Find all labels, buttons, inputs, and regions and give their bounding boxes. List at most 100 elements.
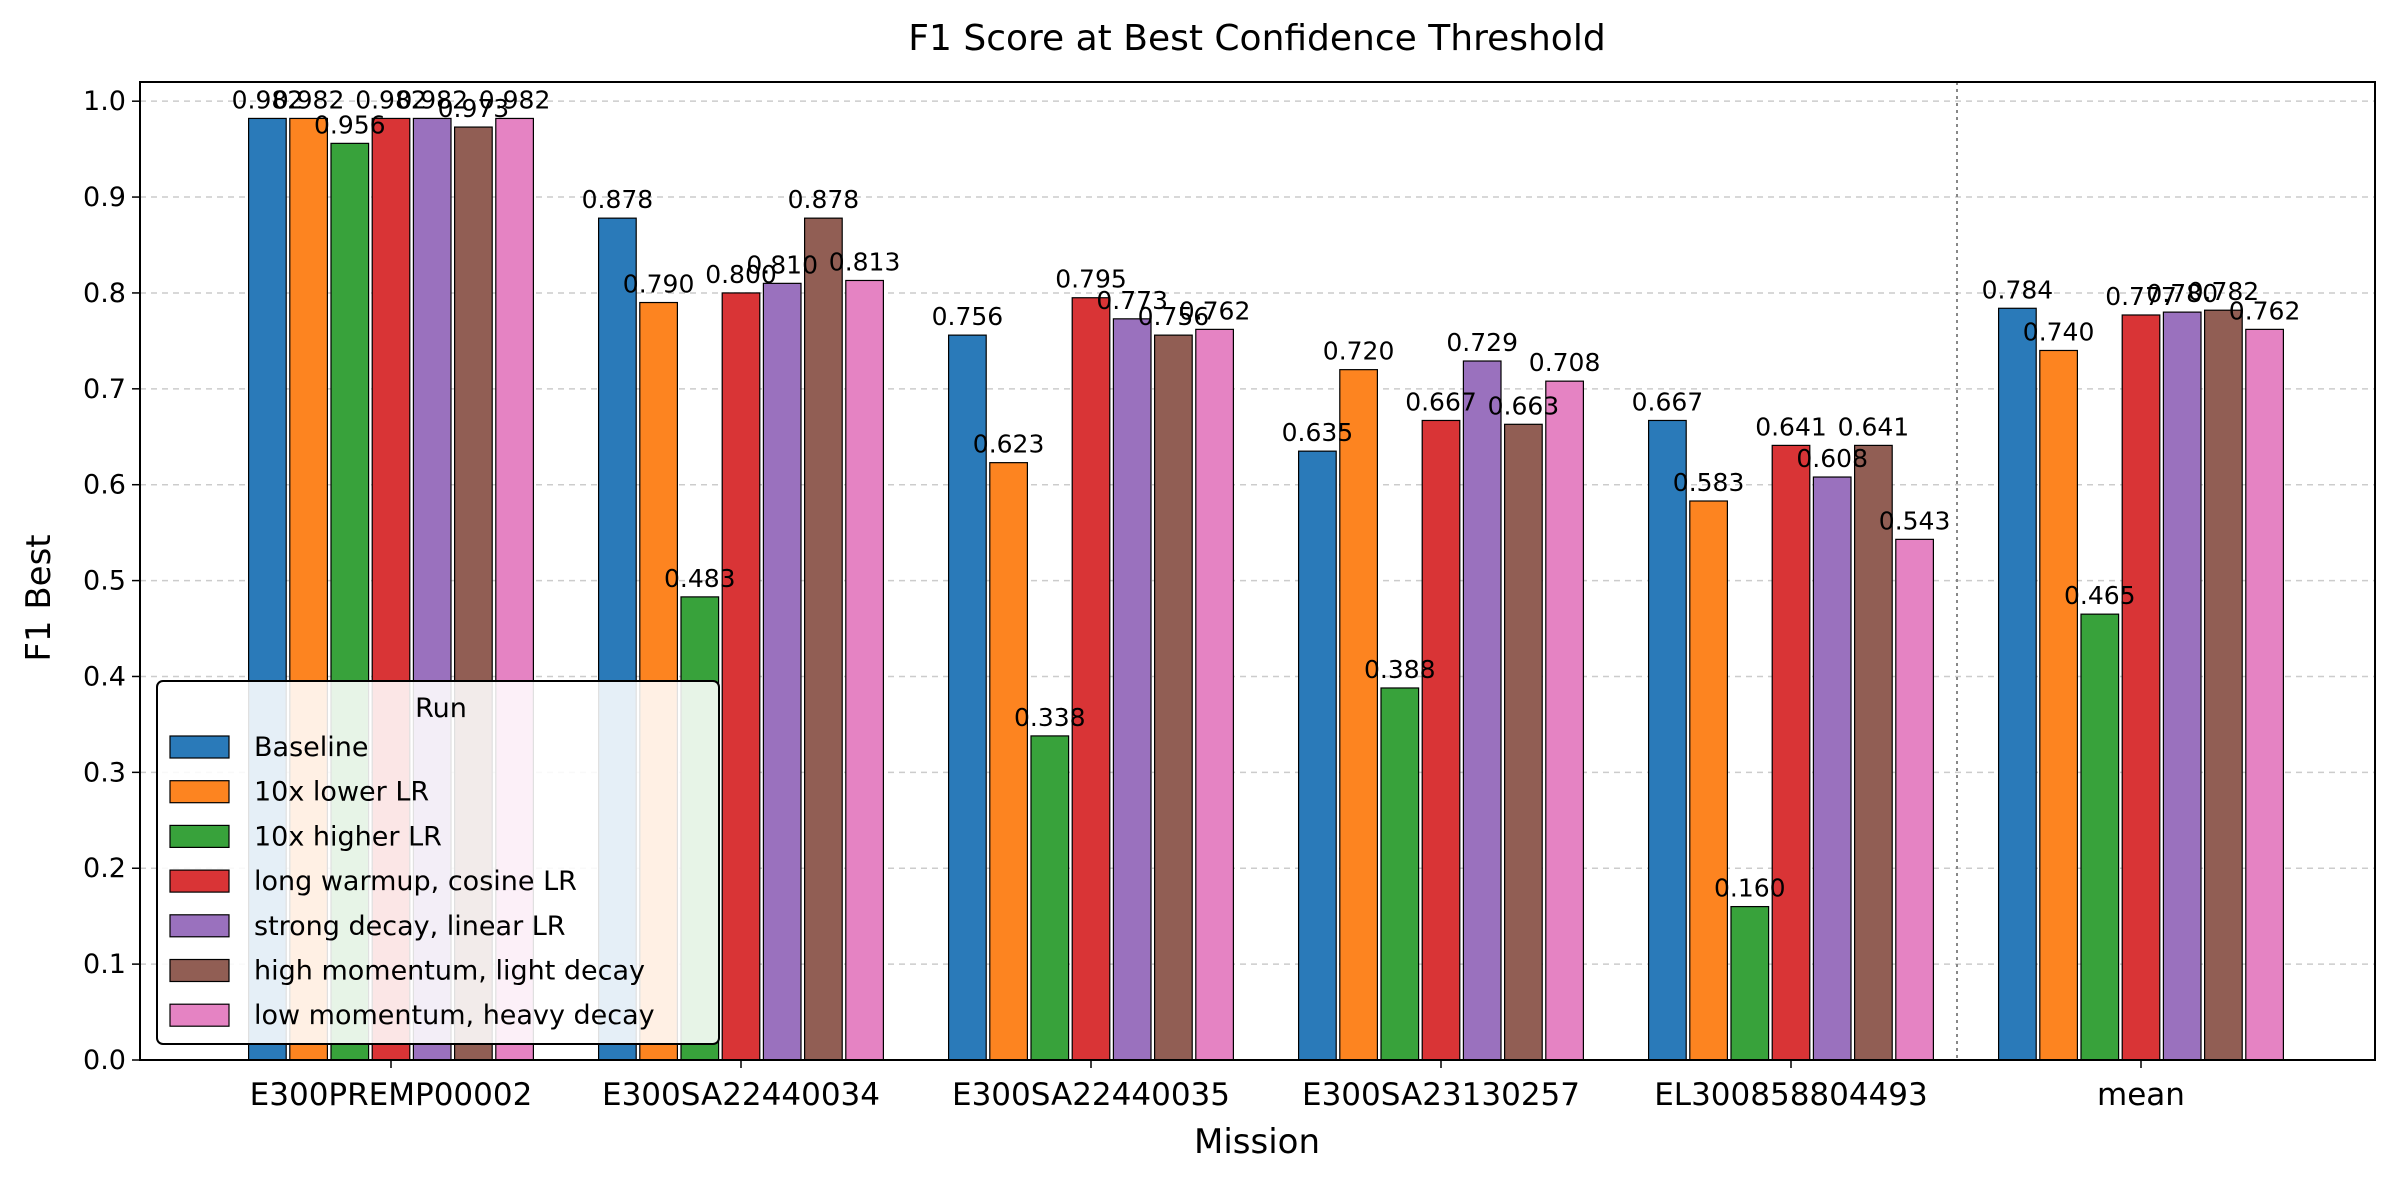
legend-swatch-10x-lower-lr	[169, 780, 230, 804]
data-label-strong-decay-linear-lr-e300premp00002: 0.982	[396, 85, 468, 114]
y-axis-label: F1 Best	[19, 534, 59, 661]
y-tick-label: 0.6	[83, 470, 126, 501]
bar-low-momentum-heavy-decay-e300sa23130257	[1545, 380, 1585, 1061]
legend-swatch-10x-higher-lr	[169, 824, 230, 849]
legend-label-low-momentum-heavy-decay: low momentum, heavy decay	[254, 1000, 655, 1031]
data-label-long-warmup-cosine-lr-e300sa23130257: 0.667	[1405, 387, 1477, 416]
bar-high-momentum-light-decay-e300sa22440034	[803, 217, 843, 1061]
plot-frame	[139, 81, 2376, 1061]
legend-box	[156, 680, 720, 1045]
y-tick-label: 0.2	[83, 853, 126, 884]
data-label-baseline-e300sa23130257: 0.635	[1282, 418, 1354, 447]
bar-low-momentum-heavy-decay-e300sa22440034	[845, 279, 884, 1061]
data-label-strong-decay-linear-lr-e300sa23130257: 0.729	[1446, 328, 1518, 357]
data-label-10x-higher-lr-mean: 0.465	[2064, 581, 2136, 610]
chart-title: F1 Score at Best Confidence Threshold	[908, 18, 1605, 59]
bar-low-momentum-heavy-decay-mean	[2245, 328, 2285, 1061]
bar-long-warmup-cosine-lr-el300858804493	[1771, 444, 1811, 1061]
bar-strong-decay-linear-lr-e300sa22440035	[1112, 318, 1152, 1061]
bar-low-momentum-heavy-decay-e300sa22440035	[1195, 328, 1235, 1061]
x-axis-label: Mission	[1194, 1122, 1320, 1162]
x-tick-label: E300SA22440034	[602, 1077, 880, 1113]
bar-high-momentum-light-decay-el300858804493	[1853, 444, 1893, 1061]
bar-strong-decay-linear-lr-el300858804493	[1812, 476, 1852, 1061]
data-label-long-warmup-cosine-lr-el300858804493: 0.641	[1755, 412, 1827, 441]
bar-high-momentum-light-decay-e300sa23130257	[1503, 423, 1543, 1061]
legend-swatch-strong-decay-linear-lr	[169, 914, 230, 938]
bar-strong-decay-linear-lr-e300sa22440034	[762, 282, 802, 1061]
bar-baseline-e300sa23130257	[1297, 450, 1337, 1061]
legend-label-high-momentum-light-decay: high momentum, light decay	[254, 956, 645, 987]
bar-10x-higher-lr-mean	[2080, 613, 2120, 1061]
x-tick-label: EL300858804493	[1654, 1077, 1928, 1113]
data-label-strong-decay-linear-lr-el300858804493: 0.608	[1796, 444, 1868, 473]
data-label-baseline-e300sa22440034: 0.878	[582, 185, 654, 214]
data-label-baseline-e300premp00002: 0.982	[232, 85, 304, 114]
bar-10x-higher-lr-el300858804493	[1730, 905, 1770, 1061]
data-label-high-momentum-light-decay-e300sa23130257: 0.663	[1488, 391, 1560, 420]
legend-label-10x-higher-lr: 10x higher LR	[254, 821, 442, 852]
data-label-low-momentum-heavy-decay-e300sa22440035: 0.762	[1179, 296, 1251, 325]
data-label-10x-higher-lr-e300sa22440035: 0.338	[1014, 703, 1086, 732]
y-tick-label: 0.1	[83, 949, 126, 980]
data-label-low-momentum-heavy-decay-el300858804493: 0.543	[1879, 506, 1951, 535]
legend-swatch-high-momentum-light-decay	[169, 958, 230, 983]
data-label-high-momentum-light-decay-mean: 0.782	[2188, 277, 2260, 306]
data-label-high-momentum-light-decay-e300sa22440035: 0.756	[1138, 302, 1210, 331]
legend-title: Run	[415, 693, 467, 724]
bar-10x-lower-lr-mean	[2039, 349, 2079, 1061]
bar-10x-higher-lr-e300sa22440035	[1030, 735, 1070, 1061]
data-label-high-momentum-light-decay-e300sa22440034: 0.878	[788, 185, 860, 214]
data-label-low-momentum-heavy-decay-e300sa22440034: 0.813	[829, 247, 901, 276]
data-label-low-momentum-heavy-decay-e300premp00002: 0.982	[479, 85, 551, 114]
data-label-10x-higher-lr-e300premp00002: 0.956	[314, 110, 386, 139]
data-label-low-momentum-heavy-decay-mean: 0.762	[2229, 296, 2301, 325]
data-label-high-momentum-light-decay-el300858804493: 0.641	[1838, 412, 1910, 441]
bar-10x-lower-lr-e300sa23130257	[1339, 369, 1379, 1061]
data-labels-layer: 0.9820.9820.9560.9820.9820.9730.9820.878…	[232, 85, 2301, 902]
legend: Run Baseline 10x lower LR 10x higher LR long…	[156, 680, 720, 1045]
bar-long-warmup-cosine-lr-e300sa22440035	[1071, 297, 1111, 1061]
y-tick-label: 0.8	[83, 278, 126, 309]
bar-baseline-mean	[1997, 307, 2037, 1061]
data-label-10x-higher-lr-e300sa22440034: 0.483	[664, 564, 736, 593]
legend-label-long-warmup-cosine-lr: long warmup, cosine LR	[254, 866, 577, 897]
bar-10x-lower-lr-el300858804493	[1689, 500, 1729, 1061]
data-label-baseline-el300858804493: 0.667	[1632, 387, 1704, 416]
data-label-long-warmup-cosine-lr-e300premp00002: 0.982	[355, 85, 427, 114]
x-tick-label: E300SA23130257	[1302, 1077, 1580, 1113]
legend-swatch-baseline	[169, 735, 230, 759]
axes-layer: E300PREMP00002 E300SA22440034 E300SA224400…	[83, 81, 2376, 1113]
bar-high-momentum-light-decay-mean	[2204, 309, 2243, 1061]
data-label-10x-higher-lr-el300858804493: 0.160	[1714, 874, 1786, 903]
data-label-10x-lower-lr-e300premp00002: 0.982	[273, 85, 345, 114]
data-label-10x-lower-lr-e300sa22440034: 0.790	[623, 270, 695, 299]
bar-strong-decay-linear-lr-e300sa23130257	[1462, 360, 1502, 1061]
legend-label-10x-lower-lr: 10x lower LR	[254, 777, 429, 808]
bar-long-warmup-cosine-lr-e300sa22440034	[721, 292, 761, 1061]
data-label-strong-decay-linear-lr-e300sa22440034: 0.810	[746, 250, 818, 279]
data-label-long-warmup-cosine-lr-e300sa22440035: 0.795	[1055, 265, 1127, 294]
data-label-strong-decay-linear-lr-e300sa22440035: 0.773	[1096, 286, 1168, 315]
y-tick-label: 0.9	[83, 182, 126, 213]
data-label-10x-lower-lr-e300sa23130257: 0.720	[1323, 337, 1395, 366]
bar-long-warmup-cosine-lr-mean	[2121, 314, 2161, 1061]
bar-long-warmup-cosine-lr-e300sa23130257	[1421, 419, 1461, 1061]
data-label-baseline-mean: 0.784	[1982, 275, 2054, 304]
bar-10x-lower-lr-e300sa22440035	[989, 462, 1028, 1061]
y-tick-label: 1.0	[83, 86, 126, 117]
y-tick-label: 0.4	[83, 661, 126, 692]
bar-baseline-el300858804493	[1647, 419, 1687, 1061]
data-label-10x-lower-lr-mean: 0.740	[2023, 317, 2095, 346]
y-tick-label: 0.0	[83, 1045, 126, 1076]
x-tick-label: mean	[2097, 1077, 2185, 1113]
y-tick-label: 0.5	[83, 566, 126, 597]
bar-10x-higher-lr-e300sa23130257	[1380, 687, 1420, 1061]
legend-label-strong-decay-linear-lr: strong decay, linear LR	[254, 911, 566, 942]
bar-high-momentum-light-decay-e300sa22440035	[1153, 334, 1193, 1061]
data-label-10x-lower-lr-el300858804493: 0.583	[1673, 468, 1745, 497]
bar-baseline-e300sa22440035	[947, 334, 987, 1061]
data-label-strong-decay-linear-lr-mean: 0.780	[2146, 279, 2218, 308]
legend-label-baseline: Baseline	[254, 732, 368, 763]
